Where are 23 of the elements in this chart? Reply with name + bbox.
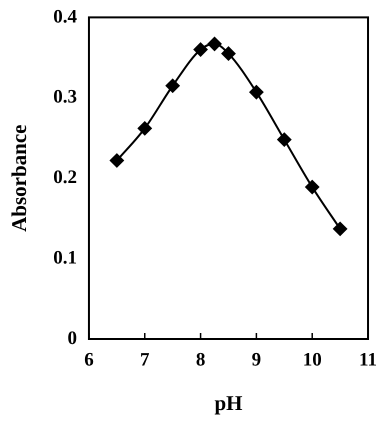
x-tick-label: 10 [302, 349, 322, 370]
point [208, 36, 222, 51]
y-tick-label: 0.4 [53, 6, 78, 28]
x-tick-label: 6 [84, 349, 94, 370]
x-axis-title: pH [214, 390, 242, 415]
point [305, 180, 320, 194]
y-tick-label: 0.2 [53, 167, 77, 188]
point [194, 42, 208, 57]
point [166, 78, 180, 93]
y-axis-title: Absorbance [7, 124, 32, 232]
point [138, 121, 152, 136]
point [249, 85, 264, 100]
x-tick-label: 11 [359, 349, 377, 370]
point [110, 154, 124, 168]
y-tick-label: 0 [67, 328, 77, 349]
point [221, 46, 236, 61]
point [333, 222, 348, 236]
y-tick-label: 0.3 [53, 86, 77, 108]
x-tick-label: 8 [196, 349, 206, 370]
x-tick-label: 7 [140, 349, 150, 370]
point [277, 132, 292, 147]
x-tick-label: 9 [252, 349, 262, 370]
y-tick-label: 0.1 [53, 248, 77, 269]
